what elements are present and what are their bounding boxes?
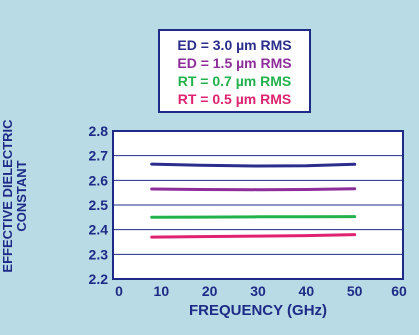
y-tick-label: 2.7 [89, 148, 109, 164]
x-tick-label: 60 [391, 283, 407, 299]
series-line-0 [150, 162, 357, 168]
x-tick-label: 50 [347, 283, 363, 299]
x-tick-label: 20 [202, 283, 218, 299]
y-axis-label-line-1: EFFECTIVE DIELECTRIC [0, 119, 15, 273]
y-tick-label: 2.8 [89, 123, 109, 139]
y-tick-label: 2.2 [89, 271, 109, 287]
x-axis-label: FREQUENCY (GHz) [188, 302, 328, 319]
y-tick-label: 2.6 [89, 172, 109, 188]
y-tick-labels: 2.2 2.3 2.4 2.5 2.6 2.7 2.8 [89, 123, 109, 287]
x-tick-label: 30 [250, 283, 266, 299]
x-tick-label: 40 [299, 283, 315, 299]
series-line-1 [150, 187, 357, 192]
y-axis-label: EFFECTIVE DIELECTRIC CONSTANT [0, 119, 29, 273]
x-tick-labels: 0 10 20 30 40 50 60 [115, 283, 407, 299]
series-layer [150, 162, 357, 239]
y-tick-label: 2.5 [89, 197, 109, 213]
y-axis-label-line-2: CONSTANT [14, 160, 29, 232]
grid-layer [113, 155, 403, 255]
legend-entry-ed-3-0: ED = 3.0 µm RMS [177, 37, 292, 53]
y-tick-label: 2.3 [89, 246, 109, 262]
legend-entry-ed-1-5: ED = 1.5 µm RMS [177, 55, 292, 71]
legend-entry-rt-0-5: RT = 0.5 µm RMS [177, 91, 292, 107]
legend-entry-rt-0-7: RT = 0.7 µm RMS [177, 73, 292, 89]
legend: ED = 3.0 µm RMS ED = 1.5 µm RMS RT = 0.7… [158, 29, 311, 113]
series-line-3 [150, 233, 357, 239]
x-tick-label: 10 [154, 283, 170, 299]
series-line-2 [150, 215, 357, 219]
x-tick-label: 0 [115, 283, 123, 299]
y-tick-label: 2.4 [89, 222, 109, 238]
